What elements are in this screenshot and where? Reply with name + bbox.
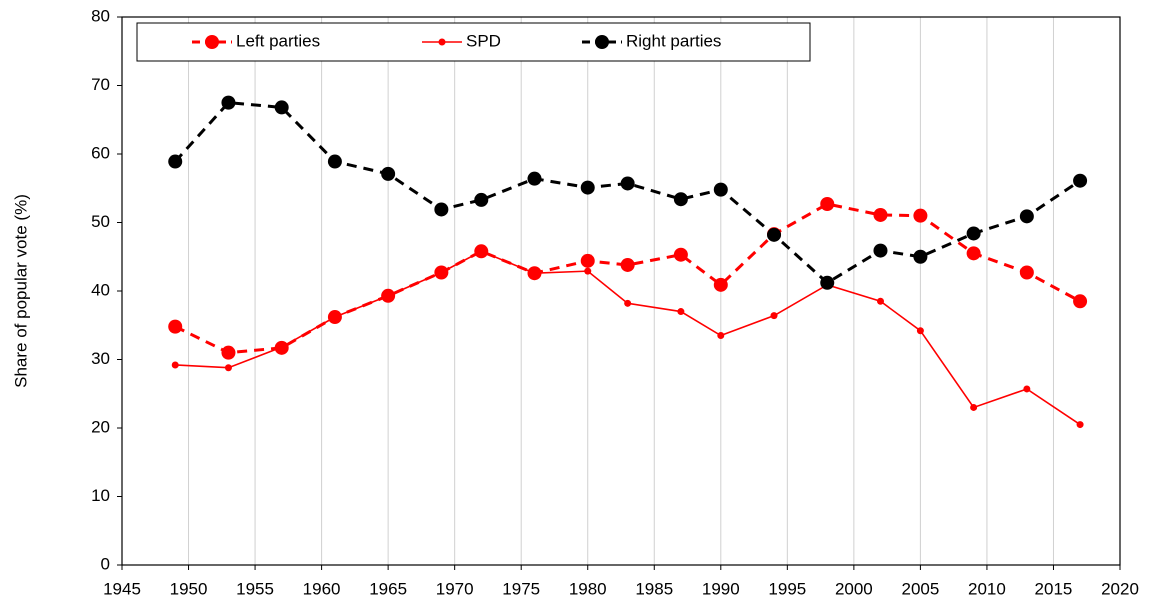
legend-marker bbox=[595, 35, 609, 49]
series-line bbox=[175, 250, 1081, 426]
point bbox=[1023, 385, 1031, 393]
point bbox=[327, 154, 342, 169]
point bbox=[1073, 294, 1088, 309]
x-tick-label: 1945 bbox=[103, 579, 141, 598]
point bbox=[278, 343, 286, 351]
point bbox=[384, 292, 392, 300]
point bbox=[531, 269, 539, 277]
point bbox=[168, 154, 183, 169]
x-tick-label: 1990 bbox=[702, 579, 740, 598]
point bbox=[381, 166, 396, 181]
point bbox=[224, 364, 232, 372]
x-tick-label: 2015 bbox=[1035, 579, 1073, 598]
plot-frame bbox=[121, 16, 1121, 566]
point bbox=[580, 180, 595, 195]
x-tick-label: 1985 bbox=[635, 579, 673, 598]
point bbox=[770, 312, 778, 320]
series-line bbox=[174, 101, 1081, 285]
point bbox=[916, 327, 924, 335]
point bbox=[584, 267, 592, 275]
legend-label: Left parties bbox=[236, 31, 320, 50]
y-axis-title: Share of popular vote (%) bbox=[11, 194, 30, 388]
point bbox=[477, 247, 485, 255]
legend-label: Right parties bbox=[626, 31, 721, 50]
point bbox=[713, 182, 728, 197]
x-tick-label: 1960 bbox=[303, 579, 341, 598]
point bbox=[713, 277, 728, 292]
point bbox=[717, 332, 725, 340]
x-tick-label: 1975 bbox=[502, 579, 540, 598]
point bbox=[221, 345, 236, 360]
x-tick-label: 2000 bbox=[835, 579, 873, 598]
x-tick-label: 2020 bbox=[1101, 579, 1139, 598]
point bbox=[873, 243, 888, 258]
point bbox=[873, 207, 888, 222]
point bbox=[620, 257, 635, 272]
y-tick-label: 20 bbox=[91, 417, 110, 436]
point bbox=[437, 269, 445, 277]
point bbox=[876, 297, 884, 305]
point bbox=[820, 197, 835, 212]
point bbox=[913, 208, 928, 223]
point bbox=[624, 299, 632, 307]
y-tick-label: 40 bbox=[91, 280, 110, 299]
legend-box bbox=[136, 22, 811, 62]
legend-marker bbox=[205, 35, 219, 49]
point bbox=[767, 227, 782, 242]
point bbox=[1019, 209, 1034, 224]
point bbox=[474, 192, 489, 207]
x-tick-label: 1965 bbox=[369, 579, 407, 598]
point bbox=[620, 176, 635, 191]
y-tick-label: 50 bbox=[91, 212, 110, 231]
x-tick-label: 1980 bbox=[569, 579, 607, 598]
point bbox=[677, 308, 685, 316]
point bbox=[966, 226, 981, 241]
point bbox=[221, 95, 236, 110]
point bbox=[1019, 265, 1034, 280]
x-tick-label: 1950 bbox=[170, 579, 208, 598]
point bbox=[168, 319, 183, 334]
point bbox=[673, 247, 688, 262]
x-tick-label: 2005 bbox=[901, 579, 939, 598]
point bbox=[820, 275, 835, 290]
point bbox=[580, 253, 595, 268]
y-tick-label: 10 bbox=[91, 486, 110, 505]
point bbox=[970, 403, 978, 411]
x-tick-label: 2010 bbox=[968, 579, 1006, 598]
y-tick-label: 80 bbox=[91, 6, 110, 25]
y-tick-label: 70 bbox=[91, 75, 110, 94]
x-tick-label: 1970 bbox=[436, 579, 474, 598]
point bbox=[673, 192, 688, 207]
y-tick-label: 0 bbox=[101, 554, 110, 573]
point bbox=[913, 249, 928, 264]
point bbox=[274, 100, 289, 115]
point bbox=[434, 202, 449, 217]
point bbox=[1076, 421, 1084, 429]
x-tick-label: 1955 bbox=[236, 579, 274, 598]
legend-label: SPD bbox=[466, 31, 501, 50]
y-tick-label: 60 bbox=[91, 143, 110, 162]
point bbox=[171, 361, 179, 369]
x-tick-label: 1995 bbox=[768, 579, 806, 598]
point bbox=[1073, 173, 1088, 188]
point bbox=[527, 171, 542, 186]
legend-marker bbox=[438, 38, 446, 46]
point bbox=[966, 246, 981, 261]
y-tick-label: 30 bbox=[91, 349, 110, 368]
point bbox=[331, 313, 339, 321]
